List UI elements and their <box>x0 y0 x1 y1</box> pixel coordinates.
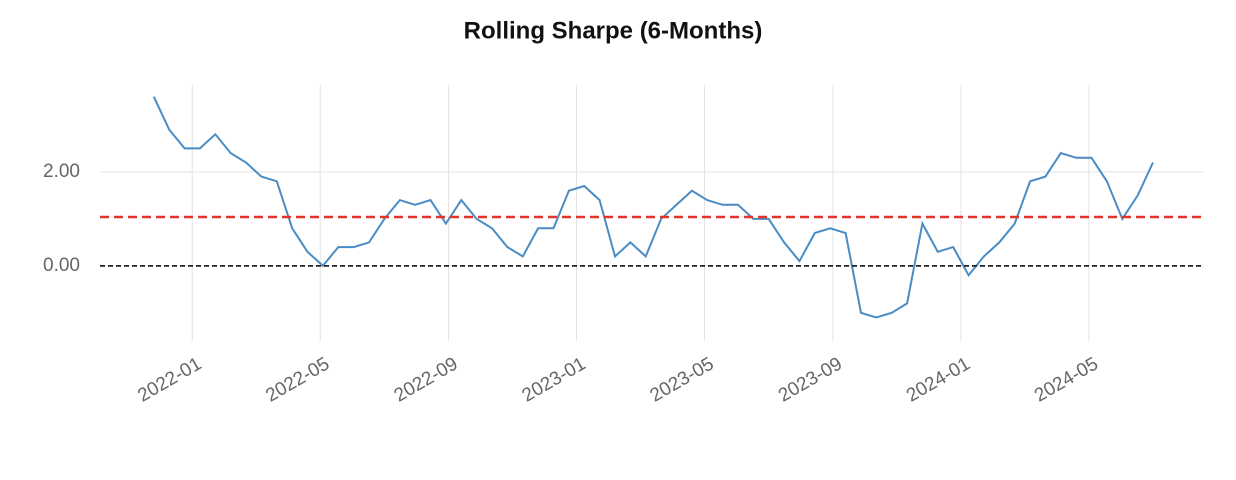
x-tick-label: 2024-01 <box>903 353 974 406</box>
x-tick-label: 2023-05 <box>647 353 718 406</box>
x-tick-label: 2024-05 <box>1031 353 1102 406</box>
y-tick-label: 2.00 <box>43 161 80 182</box>
chart-title: Rolling Sharpe (6-Months) <box>464 17 763 44</box>
x-tick-label: 2022-05 <box>262 353 333 406</box>
x-tick-label: 2022-01 <box>134 353 205 406</box>
x-tick-label: 2022-09 <box>391 353 462 406</box>
x-tick-label: 2023-01 <box>519 353 590 406</box>
line <box>152 96 1154 319</box>
y-tick-label: 0.00 <box>43 255 80 276</box>
x-tick-label: 2023-09 <box>775 353 846 406</box>
